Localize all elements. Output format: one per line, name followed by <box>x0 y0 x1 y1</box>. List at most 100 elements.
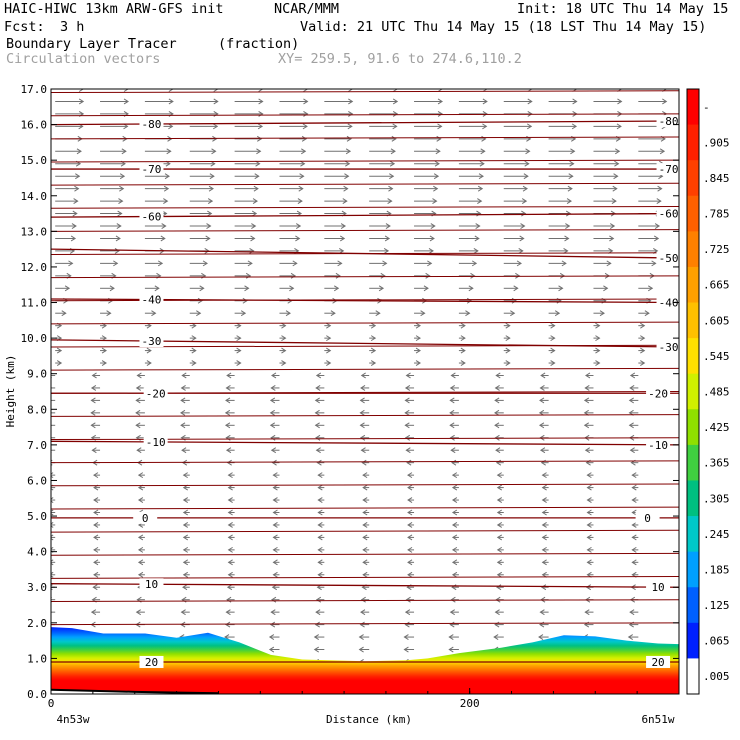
valid-time: Valid: 21 UTC Thu 14 May 15 (18 LST Thu … <box>300 19 707 35</box>
wind-vector <box>503 285 519 292</box>
vector-head <box>315 372 322 379</box>
vector-head <box>272 571 278 578</box>
y-tick-label: 7.0 <box>27 439 47 452</box>
vector-head <box>468 285 474 292</box>
vector-head <box>449 609 455 616</box>
wind-vector <box>227 484 235 491</box>
colorbar-label: .305 <box>703 492 730 505</box>
y-tick-label: 5.0 <box>27 510 47 523</box>
wind-vector <box>226 459 235 466</box>
wind-vector <box>541 497 549 503</box>
vector-head <box>75 173 81 180</box>
wind-vector <box>586 484 594 491</box>
wind-vector <box>180 409 190 416</box>
vector-head <box>651 260 657 267</box>
vector-head <box>629 609 635 616</box>
wind-vector <box>407 559 415 566</box>
vector-head <box>518 248 524 254</box>
isotherm-label: 20 <box>651 656 664 669</box>
vector-head <box>93 509 99 516</box>
vector-head <box>160 235 166 242</box>
wind-vector <box>227 497 235 503</box>
wind-vector <box>369 360 377 366</box>
vector-head <box>496 497 503 503</box>
vector-head <box>384 235 391 242</box>
x-tick-label: 200 <box>460 697 480 710</box>
vector-head <box>313 634 319 640</box>
vector-head <box>451 571 458 578</box>
wind-vector <box>638 335 646 342</box>
wind-vector <box>538 422 549 429</box>
wind-vector <box>449 621 459 628</box>
vector-head <box>629 385 635 391</box>
vector-head <box>157 260 164 267</box>
vector-head <box>405 372 411 379</box>
vector-head <box>586 472 592 479</box>
vector-head <box>653 235 660 242</box>
wind-vector <box>234 89 264 92</box>
y-tick-label: 8.0 <box>27 403 47 416</box>
vector-head <box>415 322 421 329</box>
wind-vector <box>279 89 309 92</box>
vector-head <box>541 509 547 516</box>
wind-vector <box>358 634 370 640</box>
vector-head <box>477 198 483 205</box>
vector-head <box>348 110 354 117</box>
wind-vector <box>317 497 325 503</box>
colorbar-segment <box>687 444 699 481</box>
vector-head <box>572 98 578 105</box>
vector-head <box>558 285 564 292</box>
vector-head <box>326 322 332 329</box>
wind-vector <box>369 248 390 254</box>
vector-head <box>302 123 308 130</box>
vector-head <box>628 397 634 404</box>
vector-head <box>449 385 456 391</box>
vector-head <box>631 534 637 541</box>
wind-vector <box>414 248 434 254</box>
isotherm-label: 10 <box>651 581 664 594</box>
vector-head <box>191 360 197 366</box>
wind-vector <box>369 260 388 267</box>
wind-vector <box>100 260 119 267</box>
vector-head <box>151 310 157 317</box>
wind-vector <box>451 459 459 466</box>
wind-vector <box>189 322 197 329</box>
y-tick-label: 9.0 <box>27 368 47 381</box>
wind-vector <box>449 409 459 416</box>
vector-head <box>254 173 260 180</box>
wind-vector <box>448 646 459 653</box>
wind-vector <box>100 360 107 366</box>
vector-head <box>428 248 434 254</box>
vector-head <box>315 447 321 454</box>
wind-vector <box>414 198 438 205</box>
vector-head <box>180 397 186 404</box>
vector-head <box>615 148 621 155</box>
vector-head <box>584 609 590 616</box>
wind-vector <box>234 360 242 366</box>
vector-head <box>182 571 189 578</box>
wind-vector <box>324 185 349 192</box>
vector-head <box>314 397 320 404</box>
vector-head <box>496 571 503 578</box>
vector-head <box>550 360 556 366</box>
vector-head <box>326 335 332 342</box>
wind-vector <box>234 160 261 167</box>
isotherm-label: 0 <box>142 512 149 525</box>
vector-head <box>449 434 455 441</box>
vector-head <box>629 372 636 379</box>
wind-vector <box>137 472 145 479</box>
wind-vector <box>144 223 167 229</box>
vector-head <box>539 397 545 404</box>
vector-head <box>465 310 471 317</box>
colorbar-label: .605 <box>703 314 730 327</box>
isotherm-label-bg <box>646 387 671 400</box>
wind-vector <box>638 223 661 229</box>
wind-vector <box>55 235 77 242</box>
wind-vector <box>414 285 429 292</box>
wind-vector <box>135 609 145 616</box>
vector-head <box>433 173 440 180</box>
vector-head <box>479 160 485 167</box>
vector-head <box>540 372 546 379</box>
vector-head <box>91 372 97 379</box>
vector-head <box>316 459 322 466</box>
